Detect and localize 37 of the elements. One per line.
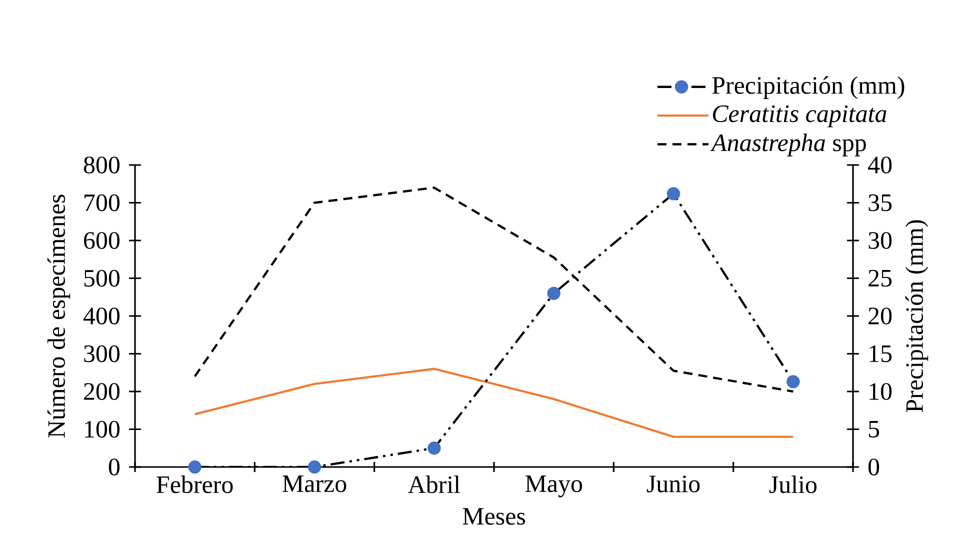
- x-tick-label: Julio: [769, 476, 817, 494]
- legend-label: Precipitación (mm): [712, 76, 904, 99]
- legend-label: Ceratitis capitata: [712, 105, 886, 128]
- legend-label: Anastrepha spp: [710, 134, 866, 156]
- y2-axis-title: Precipitación (mm): [905, 220, 928, 412]
- point: [188, 460, 202, 474]
- point: [666, 187, 680, 200]
- x-tick-label: Abril: [408, 476, 460, 494]
- y2-tick-label: 15: [870, 345, 892, 362]
- x-tick-label: Mayo: [525, 476, 582, 498]
- x-axis-title: Meses: [462, 508, 526, 525]
- x-tick-label: Marzo: [282, 476, 346, 492]
- y-tick-label: 400: [83, 308, 120, 324]
- x-tick-label: Febrero: [156, 476, 233, 494]
- y-tick-label: 200: [84, 383, 120, 400]
- y-tick-label: 100: [85, 420, 120, 438]
- x-tick-label: Junio: [646, 476, 700, 492]
- y2-tick-label: 40: [868, 156, 892, 174]
- y2-tick-label: 25: [868, 270, 892, 287]
- point: [786, 375, 800, 388]
- point: [547, 286, 560, 300]
- y-axis-title: Número de especímenes: [47, 194, 70, 438]
- y-tick-label: 700: [84, 194, 120, 212]
- y2-tick-label: 30: [868, 232, 892, 249]
- line-series: [194, 368, 794, 438]
- y-tick-label: 600: [84, 232, 120, 249]
- point: [308, 460, 322, 474]
- y2-tick-label: 5: [868, 420, 880, 438]
- y-tick-label: 0: [108, 458, 120, 476]
- y-tick-label: 800: [84, 156, 120, 174]
- point: [428, 442, 441, 455]
- y2-tick-label: 0: [868, 458, 880, 476]
- y2-tick-label: 35: [868, 194, 892, 212]
- y2-tick-label: 20: [868, 308, 892, 324]
- y2-tick-label: 10: [870, 383, 892, 400]
- y-tick-label: 500: [84, 270, 120, 287]
- y-tick-label: 300: [84, 345, 120, 362]
